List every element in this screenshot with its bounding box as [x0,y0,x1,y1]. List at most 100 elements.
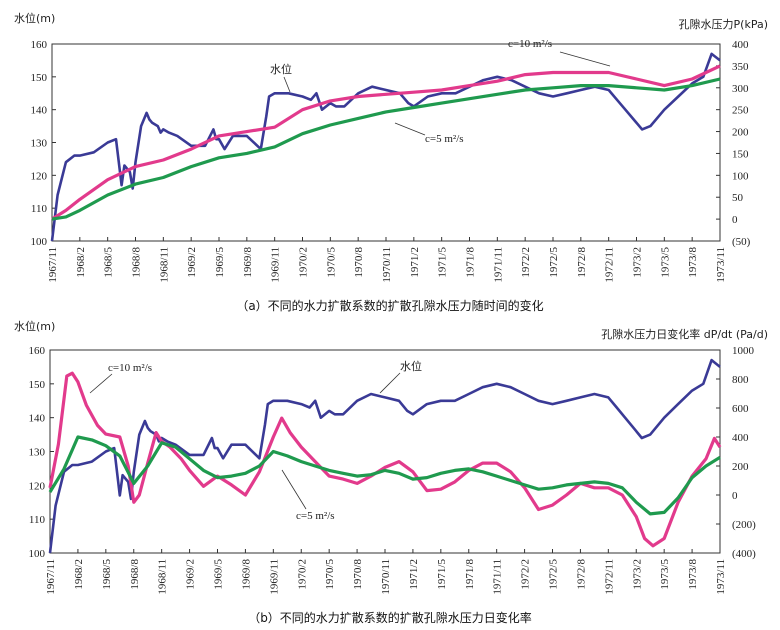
left-axis-tick-label: 150 [29,379,46,391]
panel-b-left-axis-label: 水位(m) [14,319,55,333]
panel-b-right-axis-label: 孔隙水压力日变化率 dP/dt (Pa/d) [601,327,768,341]
x-axis-tick-label: 1970/5 [325,247,337,278]
left-axis-tick-label: 150 [31,72,48,84]
panel-a-right-axis-label: 孔隙水压力P(kPa) [679,17,768,31]
right-axis-tick-label: 800 [732,374,749,386]
left-axis-tick-label: 130 [29,447,46,459]
panel-b-leader-c5 [281,469,307,510]
x-axis-tick-label: 1969/2 [185,559,197,590]
x-axis-tick-label: 1972/2 [520,559,532,590]
x-axis-tick-label: 1972/5 [548,559,560,590]
panel-a-annotation-water-level: 水位 [270,62,292,76]
x-axis-tick-label: 1971/5 [436,559,448,590]
left-axis-tick-label: 140 [31,105,48,117]
x-axis-tick-label: 1971/2 [409,247,421,278]
panel-b: 水位(m) 孔隙水压力日变化率 dP/dt (Pa/d) 100 110 120 13… [14,319,768,625]
x-axis-tick-label: 1968/8 [131,247,143,278]
right-axis-tick-label: 50 [732,192,744,204]
x-axis-tick-label: 1972/8 [576,247,588,278]
x-axis-tick-label: 1968/5 [103,247,115,278]
panel-b-caption: （b）不同的水力扩散系数的扩散孔隙水压力日变化率 [248,610,532,625]
right-axis-tick-label: (200) [732,519,756,531]
panel-b-annotation-c10: c=10 m²/s [108,362,152,374]
x-axis-tick-label: 1972/11 [604,247,616,283]
x-axis-tick-label: 1971/11 [492,559,504,595]
x-axis-tick-label: 1971/2 [408,559,420,590]
right-axis-tick-label: (50) [732,236,751,248]
left-axis-tick-label: 110 [29,514,46,526]
x-axis-tick-label: 1973/8 [687,559,699,590]
panel-a-caption: （a）不同的水力扩散系数的扩散孔隙水压力随时间的变化 [236,298,543,313]
x-axis-tick-label: 1968/2 [75,247,87,278]
series-line-water-level [48,358,721,554]
left-axis-tick-label: 110 [31,203,48,215]
right-axis-tick-label: 150 [732,148,749,160]
right-axis-tick-label: 250 [732,105,749,117]
x-axis-tick-label: 1973/11 [715,247,727,283]
right-axis-tick-label: 200 [732,127,749,139]
left-axis-tick-label: 100 [31,236,48,248]
panel-a-left-axis-label: 水位(m) [14,11,55,25]
right-axis-tick-label: 1000 [732,345,755,357]
panel-a-leader-c10 [559,51,611,67]
right-axis-tick-label: 200 [732,461,749,473]
x-axis-tick-label: 1970/8 [352,559,364,590]
right-axis-tick-label: 600 [732,403,749,415]
panel-a: 水位(m) 孔隙水压力P(kPa) 100 110 120 130 140 150 160 (… [14,11,768,313]
series-line-c-5-m-s [48,435,721,516]
x-axis-tick-label: 1969/5 [213,559,225,590]
x-axis-tick-label: 1973/5 [659,247,671,278]
x-axis-tick-label: 1968/11 [158,247,170,283]
x-axis-tick-label: 1972/2 [520,247,532,278]
left-axis-tick-label: 160 [31,39,48,51]
x-axis-tick-label: 1969/11 [270,247,282,283]
x-axis-tick-label: 1970/11 [380,559,392,595]
left-axis-tick-label: 100 [29,548,46,560]
x-axis-tick-label: 1970/11 [381,247,393,283]
panel-a-leader-c5 [394,122,426,136]
x-axis-tick-label: 1973/11 [715,559,727,595]
panel-b-leader-water-level [379,372,401,394]
x-axis-tick-label: 1968/5 [101,559,113,590]
x-axis-tick-label: 1969/11 [268,559,280,595]
x-axis-tick-label: 1972/5 [548,247,560,278]
right-axis-tick-label: 0 [732,214,738,226]
panel-b-leader-c10 [89,373,113,394]
right-axis-tick-label: 0 [732,490,738,502]
right-axis-tick-label: 400 [732,39,749,51]
x-axis-tick-label: 1967/11 [45,559,57,595]
x-axis-tick-label: 1971/5 [437,247,449,278]
left-axis-tick-label: 120 [31,170,48,182]
x-axis-tick-label: 1967/11 [47,247,59,283]
x-axis-tick-label: 1969/8 [242,247,254,278]
x-axis-tick-label: 1970/8 [353,247,365,278]
x-axis-tick-label: 1971/8 [464,559,476,590]
x-axis-tick-label: 1970/2 [296,559,308,590]
series-line-c-5-m-s [51,77,721,221]
right-axis-tick-label: 400 [732,432,749,444]
x-axis-tick-label: 1969/2 [186,247,198,278]
left-axis-tick-label: 120 [29,480,46,492]
right-axis-tick-label: 350 [732,61,749,73]
panel-b-annotation-c5: c=5 m²/s [296,510,335,522]
right-axis-tick-label: 300 [732,83,749,95]
x-axis-tick-label: 1969/8 [240,559,252,590]
x-axis-tick-label: 1973/2 [632,247,644,278]
x-axis-tick-label: 1971/11 [492,247,504,283]
x-axis-tick-label: 1972/8 [575,559,587,590]
right-axis-tick-label: 100 [732,170,749,182]
panel-a-leader-water-level [283,76,291,93]
series-line-c-10-m-s [51,64,721,221]
left-axis-tick-label: 160 [29,345,46,357]
series-line-water-level [50,52,721,242]
x-axis-tick-label: 1973/8 [687,247,699,278]
panel-b-annotation-water-level: 水位 [400,359,422,373]
left-axis-tick-label: 130 [31,138,48,150]
x-axis-tick-label: 1970/2 [298,247,310,278]
x-axis-tick-label: 1970/5 [324,559,336,590]
x-axis-tick-label: 1971/8 [465,247,477,278]
series-line-c-10-m-s [48,371,722,548]
x-axis-tick-label: 1973/2 [631,559,643,590]
x-axis-tick-label: 1973/5 [659,559,671,590]
